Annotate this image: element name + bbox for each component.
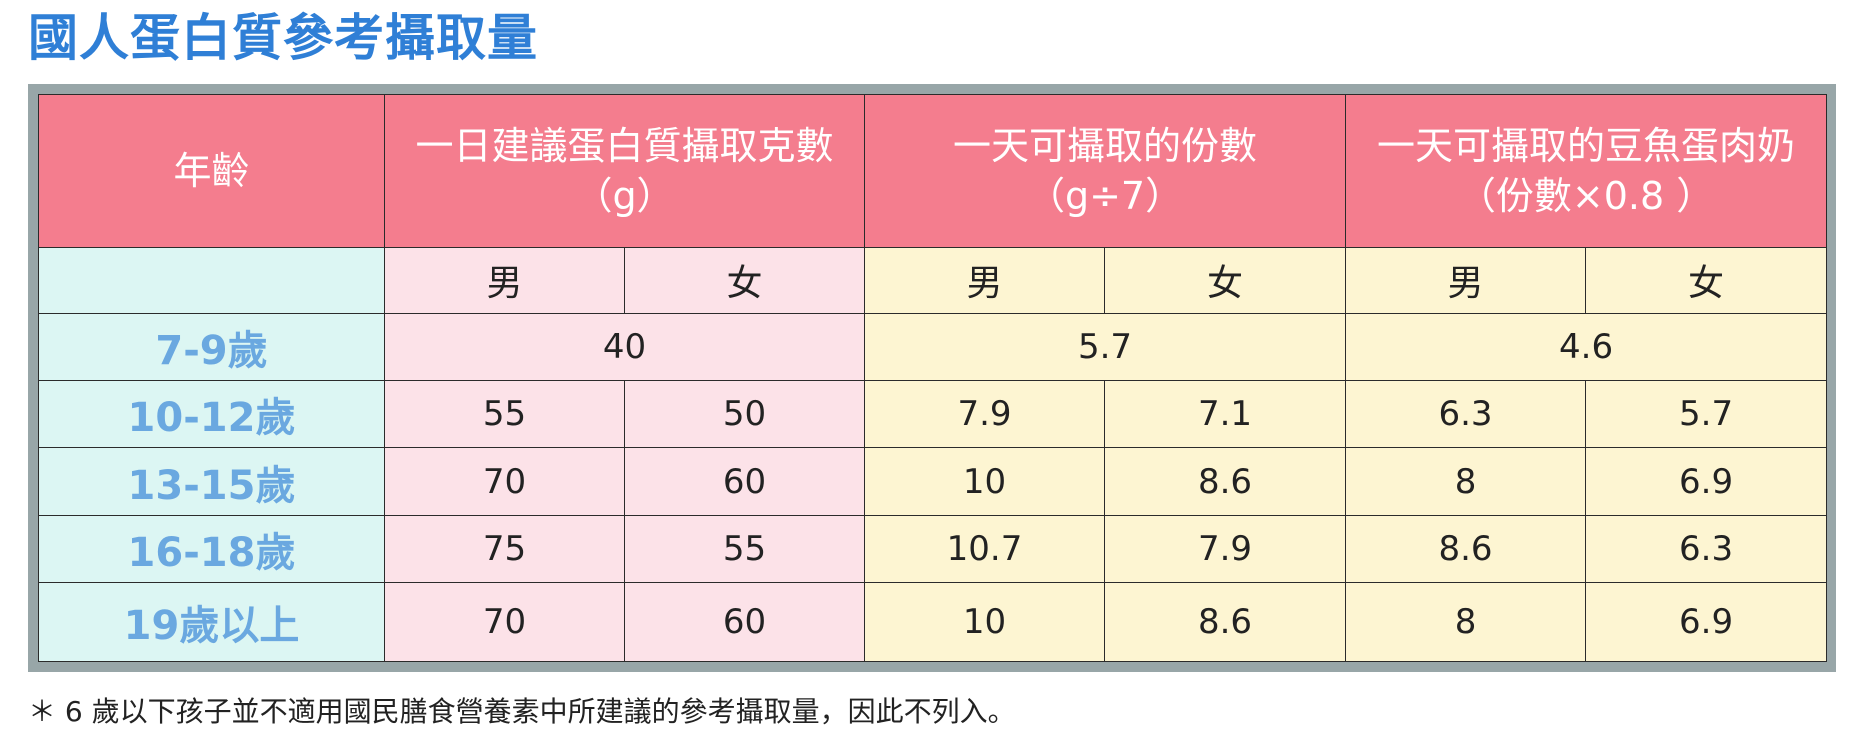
portions-female-cell: 6.9 bbox=[1585, 447, 1828, 516]
table-row: 16-18歲 75 55 10.7 7.9 8.6 6.3 bbox=[38, 514, 1828, 584]
servings-male-cell: 10.7 bbox=[864, 514, 1106, 584]
header-portions-title: 一天可攝取的豆魚蛋肉奶 bbox=[1377, 124, 1796, 169]
age-cell: 13-15歲 bbox=[38, 447, 385, 516]
page-title: 國人蛋白質參考攝取量 bbox=[28, 9, 538, 67]
grams-cell: 40 bbox=[383, 312, 866, 382]
servings-female-cell: 7.1 bbox=[1104, 379, 1347, 449]
grams-male-cell: 75 bbox=[384, 514, 625, 584]
sex-row: 男 女 男 女 男 女 bbox=[38, 247, 1828, 314]
footnote: ＊ 6 歲以下孩子並不適用國民膳食營養素中所建議的參考攝取量，因此不列入。 bbox=[28, 695, 1016, 728]
header-grams: 一日建議蛋白質攝取克數 （g） bbox=[383, 93, 866, 249]
grams-female-label: 女 bbox=[623, 247, 866, 314]
header-grams-unit: （g） bbox=[574, 174, 675, 219]
portions-female-label: 女 bbox=[1585, 247, 1828, 314]
protein-intake-table: 年齡 一日建議蛋白質攝取克數 （g） 一天可攝取的份數 （g÷7） 一天可攝取的… bbox=[38, 93, 1828, 662]
table-row: 7-9歲 40 5.7 4.6 bbox=[38, 312, 1828, 382]
servings-male-cell: 10 bbox=[864, 447, 1106, 516]
grams-male-cell: 70 bbox=[384, 447, 625, 516]
age-cell: 16-18歲 bbox=[38, 514, 385, 584]
servings-male-label: 男 bbox=[864, 247, 1106, 314]
table-row: 13-15歲 70 60 10 8.6 8 6.9 bbox=[38, 447, 1828, 516]
portions-female-cell: 6.9 bbox=[1585, 582, 1828, 662]
header-servings: 一天可攝取的份數 （g÷7） bbox=[864, 93, 1347, 249]
sex-row-age-blank bbox=[38, 247, 385, 314]
portions-male-cell: 6.3 bbox=[1345, 379, 1587, 449]
age-cell: 19歲以上 bbox=[38, 582, 385, 662]
grams-male-label: 男 bbox=[384, 247, 625, 314]
table-frame: 年齡 一日建議蛋白質攝取克數 （g） 一天可攝取的份數 （g÷7） 一天可攝取的… bbox=[28, 84, 1836, 672]
grams-female-cell: 60 bbox=[623, 447, 866, 516]
header-age-label: 年齡 bbox=[173, 149, 250, 194]
table-row: 10-12歲 55 50 7.9 7.1 6.3 5.7 bbox=[38, 379, 1828, 449]
portions-female-cell: 5.7 bbox=[1585, 379, 1828, 449]
grams-male-cell: 55 bbox=[384, 379, 625, 449]
portions-male-label: 男 bbox=[1345, 247, 1587, 314]
servings-male-cell: 7.9 bbox=[864, 379, 1106, 449]
portions-male-cell: 8.6 bbox=[1345, 514, 1587, 584]
grams-female-cell: 55 bbox=[623, 514, 866, 584]
portions-male-cell: 8 bbox=[1345, 447, 1587, 516]
header-row: 年齡 一日建議蛋白質攝取克數 （g） 一天可攝取的份數 （g÷7） 一天可攝取的… bbox=[38, 93, 1828, 249]
servings-female-cell: 7.9 bbox=[1104, 514, 1347, 584]
table-row: 19歲以上 70 60 10 8.6 8 6.9 bbox=[38, 582, 1828, 662]
header-age: 年齡 bbox=[38, 93, 385, 249]
servings-cell: 5.7 bbox=[864, 312, 1347, 382]
grams-female-cell: 60 bbox=[623, 582, 866, 662]
header-portions-formula: （份數×0.8 ） bbox=[1457, 174, 1715, 219]
grams-male-cell: 70 bbox=[384, 582, 625, 662]
portions-male-cell: 8 bbox=[1345, 582, 1587, 662]
portions-female-cell: 6.3 bbox=[1585, 514, 1828, 584]
header-servings-formula: （g÷7） bbox=[1026, 174, 1184, 219]
servings-female-label: 女 bbox=[1104, 247, 1347, 314]
portions-cell: 4.6 bbox=[1345, 312, 1828, 382]
grams-female-cell: 50 bbox=[623, 379, 866, 449]
servings-female-cell: 8.6 bbox=[1104, 582, 1347, 662]
header-servings-title: 一天可攝取的份數 bbox=[953, 124, 1258, 169]
header-grams-title: 一日建議蛋白質攝取克數 bbox=[415, 124, 834, 169]
servings-female-cell: 8.6 bbox=[1104, 447, 1347, 516]
age-cell: 7-9歲 bbox=[38, 312, 385, 382]
header-portions: 一天可攝取的豆魚蛋肉奶 （份數×0.8 ） bbox=[1345, 93, 1828, 249]
age-cell: 10-12歲 bbox=[38, 379, 385, 449]
servings-male-cell: 10 bbox=[864, 582, 1106, 662]
